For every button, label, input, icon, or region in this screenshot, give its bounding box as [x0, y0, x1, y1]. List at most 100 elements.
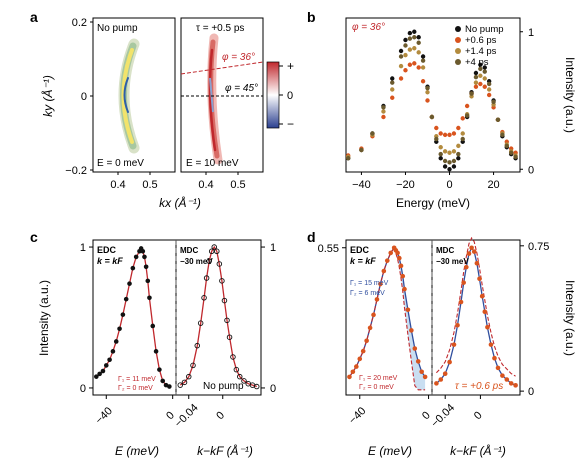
panel-b-point-2-6	[403, 52, 408, 58]
panel-c-mdc-point-4	[194, 342, 200, 349]
panel-b-legend-label-2: +1.4 ps	[465, 46, 497, 57]
panel-d-edc-subtitle: k = kF	[350, 256, 376, 266]
panel-b-xtick-label-1: −20	[396, 179, 415, 191]
panel-c-mdc-point-17	[230, 354, 236, 360]
panel-c-mdc-point-1	[181, 379, 188, 386]
panel-d-edc-point-24	[419, 369, 424, 375]
panel-d-gamma-blue-1: Γ₁ = 15 meV	[350, 280, 389, 287]
panel-d-gamma-blue-2: Γ₂ = 6 meV	[350, 290, 385, 297]
panel-d-footer: τ = +0.6 ps	[455, 381, 503, 392]
panel-c-mdc-point-20	[241, 378, 247, 384]
panel-b-xtick-label-0: −40	[352, 179, 371, 191]
panel-d-edc-xtick-label-0: −40	[347, 405, 369, 427]
panel-d-mdc-fit-red	[436, 236, 516, 377]
panel-d-mdc-point-16	[485, 324, 490, 330]
panel-b-legend-marker-0	[455, 26, 461, 32]
panel-b-point-0-14	[438, 156, 443, 161]
panel-d-rytick-label-0: 0	[528, 386, 534, 398]
panel-b-point-3-5	[398, 54, 404, 59]
panel-d-edc-point-5	[364, 338, 369, 344]
panel-b-point-2-14	[438, 145, 443, 150]
panel-c-edc-subtitle: k = kF	[97, 256, 123, 266]
panel-d-gamma-red-2: Γ₂ = 0 meV	[359, 384, 394, 391]
panel-d-mdc-point-7	[461, 280, 466, 285]
panel-c-mdc-point-9	[208, 248, 215, 255]
panel-c-mdc-point-2	[185, 373, 192, 380]
panel-b-point-1-15	[442, 132, 448, 138]
panel-d-mdc-point-0	[434, 381, 439, 386]
panel-b-plot	[346, 29, 518, 172]
panel-c-mdc-subtitle: −30 meV	[180, 257, 213, 266]
panel-c-mdc-point-16	[226, 334, 233, 340]
panel-b-point-3-16	[447, 160, 452, 165]
panel-c-edc-point-1	[97, 371, 102, 377]
panel-b-legend-marker-1	[455, 37, 461, 43]
panel-b-point-3-29	[504, 143, 509, 149]
panel-d-edc-point-22	[412, 346, 418, 351]
panel-b-point-1-23	[478, 81, 483, 87]
panel-c-footer: No pump	[203, 381, 244, 392]
panel-b-point-0-7	[407, 30, 413, 36]
panel-d-rytick-label-1: 0.75	[528, 241, 549, 253]
panel-a-left-title: No pump	[97, 23, 138, 34]
panel-d-mdc-subtitle: −30 meV	[436, 257, 469, 266]
panel-b-point-2-19	[460, 131, 465, 136]
panel-c-mdc-point-6	[201, 295, 207, 301]
panel-b-point-1-20	[464, 103, 470, 109]
panel-d-mdc-point-18	[492, 355, 497, 361]
panel-d-mdc-point-11	[471, 249, 477, 254]
panel-b-point-3-26	[491, 99, 496, 105]
panel-b-point-3-25	[486, 81, 492, 87]
panel-d-mdc-point-5	[455, 322, 460, 328]
panel-b-legend-label-1: +0.6 ps	[465, 35, 497, 46]
differential-heatmap	[207, 33, 223, 165]
panel-b-point-2-24	[482, 76, 487, 81]
phi-45-label: φ = 45°	[225, 83, 258, 94]
panel-b-point-3-31	[513, 154, 518, 160]
panel-c-edc-point-19	[147, 295, 152, 301]
panel-d-edc-point-23	[415, 359, 421, 364]
panel-b-point-3-11	[425, 85, 430, 91]
panel-d-mdc-point-9	[466, 251, 472, 256]
panel-b-point-1-5	[398, 76, 404, 81]
panel-d-mdc-point-2	[442, 371, 448, 376]
panel-b-legend-label-0: No pump	[465, 24, 504, 35]
panel-a-left-xticks: 0.4 0.5	[110, 172, 158, 191]
panel-c-edc-point-3	[103, 363, 109, 368]
panel-b-legend-marker-3	[455, 59, 461, 65]
panel-d-mdc-point-12	[474, 260, 480, 266]
panel-d-edc-point-11	[384, 258, 390, 263]
panel-b-point-1-10	[420, 79, 426, 84]
panel-c-edc-point-11	[130, 265, 136, 271]
panel-b-point-0-17	[451, 164, 457, 169]
panel-c-mdc-fit	[179, 245, 258, 388]
panel-c-mdc-point-23	[253, 383, 260, 390]
panel-b-point-1-25	[486, 92, 492, 98]
panel-a-left-energy: E = 0 meV	[97, 158, 144, 169]
panel-b-point-0-6	[403, 37, 408, 43]
panel-d-edc-point-4	[360, 348, 366, 354]
panel-b-point-2-10	[420, 65, 426, 70]
panel-c-mdc-point-19	[236, 373, 243, 380]
panel-d-mdc-point-13	[477, 276, 482, 282]
panel-c-mdc-xlabel: k−kF (Å⁻¹)	[197, 443, 253, 458]
panel-c-mdc-xtick-label-0: −0.04	[173, 402, 201, 430]
panel-c-edc-point-25	[167, 384, 172, 389]
panel-b-point-1-24	[482, 84, 487, 89]
panel-b-point-2-7	[407, 47, 413, 52]
panel-a-right: φ = 36° φ = 45° τ = +0.5 ps E = 10 meV 0…	[180, 17, 294, 191]
panel-b-point-3-4	[390, 80, 395, 85]
panel-letter-d: d	[307, 229, 316, 245]
panel-b-point-2-18	[456, 143, 461, 149]
panel-c-edc-point-9	[123, 296, 129, 302]
panel-d-mdc-point-3	[447, 359, 452, 365]
panel-a-xlabel: kx (Å⁻¹)	[159, 195, 201, 210]
panel-b-point-2-9	[416, 50, 421, 55]
panel-b-point-3-3	[381, 105, 386, 110]
panel-b-point-3-6	[403, 43, 408, 48]
panel-b-point-1-3	[381, 114, 386, 120]
panel-letter-a: a	[30, 9, 38, 25]
panel-b-point-3-18	[456, 151, 461, 157]
panel-d-edc-point-20	[405, 307, 411, 313]
panel-c-mdc-xtick-label-1: 0	[214, 409, 227, 422]
